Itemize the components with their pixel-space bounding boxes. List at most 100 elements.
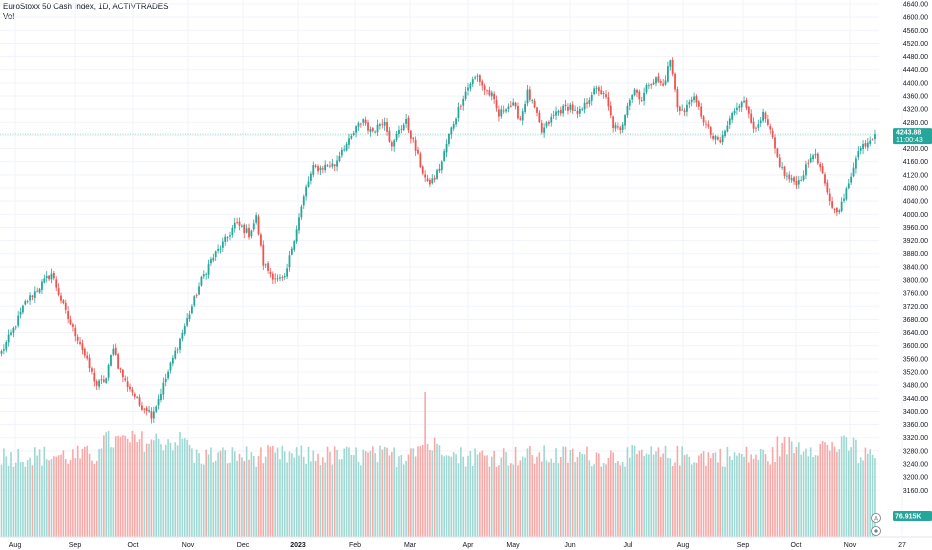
volume-bar — [67, 463, 69, 537]
volume-bar — [712, 453, 714, 537]
candle-body — [186, 318, 189, 326]
volume-bar — [598, 453, 600, 537]
candle-body — [778, 157, 781, 167]
candle-body — [571, 104, 574, 111]
candle-body — [62, 300, 65, 303]
volume-bar — [219, 450, 222, 537]
volume-bar — [498, 465, 500, 537]
candle-body — [852, 167, 855, 177]
candle-body — [112, 348, 115, 355]
candle-body — [312, 164, 315, 175]
volume-bar — [524, 457, 526, 537]
time-axis[interactable]: Aug Sep Oct Nov Dec 2023 Feb Mar Apr May Jun Jul Aug… — [0, 536, 932, 549]
candle-body — [307, 181, 310, 187]
candle-body — [274, 278, 277, 280]
candle-body — [117, 354, 120, 369]
candle-body — [731, 112, 734, 120]
candle-body — [91, 368, 93, 372]
candle-body — [493, 93, 496, 100]
volume-bar — [407, 454, 410, 537]
candle-body — [517, 105, 519, 119]
price-tick-label: 3880.00 — [903, 251, 928, 258]
candle-body — [733, 110, 736, 114]
candle-body — [271, 273, 274, 280]
candle-body — [557, 110, 560, 113]
volume-bar — [336, 449, 338, 537]
volume-bar — [302, 456, 305, 537]
volume-bar — [502, 448, 505, 537]
volume-bar — [824, 442, 826, 537]
volume-bar — [50, 459, 53, 537]
price-tick-label: 3360.00 — [903, 422, 928, 429]
candle-body — [657, 76, 660, 82]
candle-body — [850, 176, 853, 183]
candle-body — [409, 130, 412, 139]
candle-body — [562, 105, 565, 114]
candle-body — [248, 227, 250, 238]
volume-bar — [333, 446, 336, 537]
price-axis[interactable]: 4640.00 4600.00 4560.00 4520.00 4480.00 4440.… — [903, 2, 928, 495]
price-tick-label: 3440.00 — [903, 396, 928, 403]
candle-body — [48, 275, 50, 280]
volume-bar — [812, 456, 814, 537]
axis-controls[interactable]: A — [871, 513, 881, 536]
candle-body — [467, 87, 469, 91]
volume-bar — [203, 464, 205, 537]
candle-body — [724, 130, 726, 137]
auto-scale-icon[interactable] — [871, 513, 881, 523]
candle-body — [440, 161, 443, 171]
candle-body — [171, 357, 174, 364]
candle-body — [567, 106, 569, 111]
volume-bar — [855, 439, 857, 537]
candle-body — [426, 178, 429, 181]
volume-bar — [22, 461, 24, 537]
candle-body — [110, 355, 112, 366]
volume-bar — [369, 450, 372, 537]
candle-body — [412, 137, 415, 139]
candle-body — [769, 126, 772, 130]
candle-body — [793, 177, 795, 182]
candle-body — [233, 222, 236, 229]
candle-body — [681, 109, 684, 111]
price-tick-label: 4360.00 — [903, 94, 928, 101]
time-tick-label: Aug — [677, 542, 690, 549]
volume-bar — [869, 449, 871, 537]
volume-bar — [17, 448, 19, 537]
volume-tag-value: 76.915K — [895, 514, 921, 521]
candle-body — [269, 271, 272, 274]
axis-tags: 4243.88 11:00:43 76.915K — [893, 128, 932, 521]
candle-body — [257, 216, 260, 235]
volume-bar — [831, 442, 833, 537]
candle-body — [167, 371, 169, 379]
volume-bar — [162, 450, 165, 537]
volume-bar — [767, 461, 769, 537]
candle-body — [612, 116, 615, 128]
volume-bar — [512, 464, 514, 537]
volume-bar — [379, 445, 381, 537]
volume-bar — [495, 466, 498, 537]
volume-bar — [464, 466, 467, 537]
price-tick-label: 3400.00 — [903, 409, 928, 416]
volume-bar — [136, 441, 138, 537]
candle-body — [31, 295, 34, 298]
price-tick-label: 3240.00 — [903, 462, 928, 469]
time-tick-label: Sep — [69, 542, 82, 549]
price-tick-label: 3640.00 — [903, 330, 928, 337]
candle-body — [676, 89, 679, 108]
volume-bar — [605, 464, 607, 537]
candle-body — [800, 180, 803, 181]
volume-bar — [621, 461, 624, 537]
candle-body — [519, 118, 522, 120]
candle-body — [236, 222, 239, 223]
volume-bar — [260, 447, 262, 537]
candle-body — [859, 148, 862, 151]
price-tag-value: 4243.88 — [896, 130, 921, 137]
candle-body — [338, 156, 341, 161]
candle-body — [200, 276, 203, 286]
candle-body — [502, 110, 505, 112]
candle-body — [702, 116, 705, 123]
candle-body — [786, 175, 788, 177]
volume-bar — [314, 461, 317, 537]
volume-bar — [600, 466, 603, 537]
